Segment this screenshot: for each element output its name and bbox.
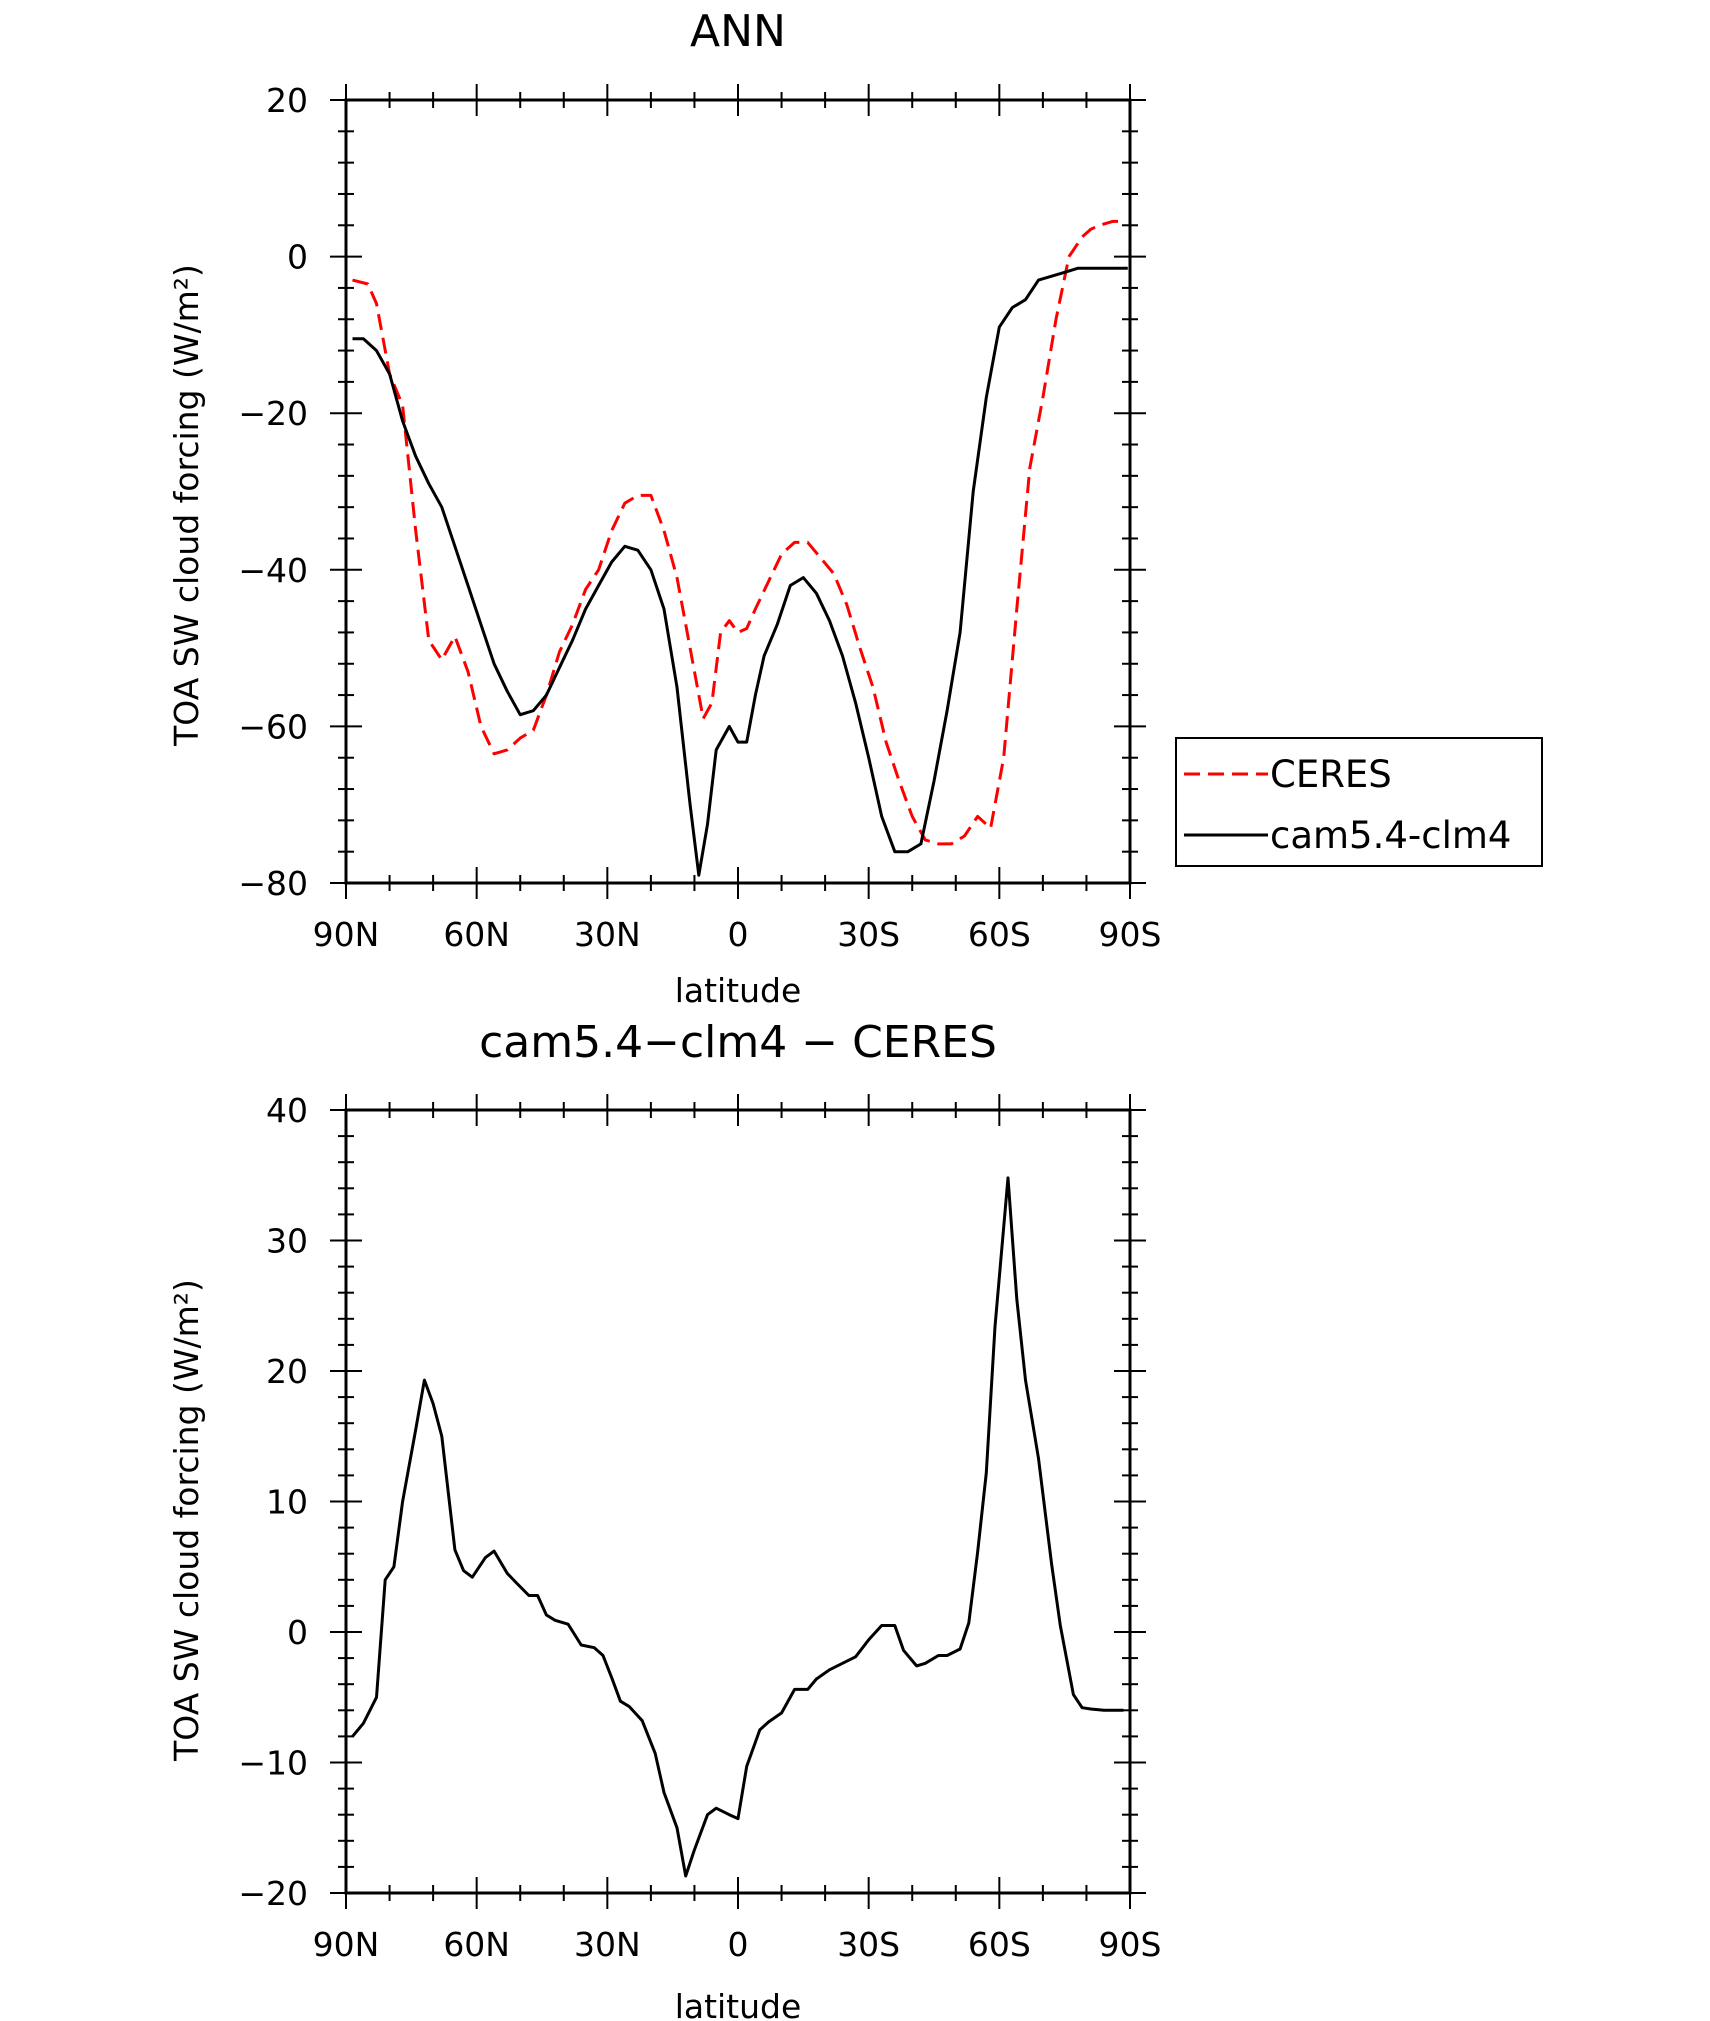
chart-title-top: ANN xyxy=(690,6,786,57)
x-tick-label: 90N xyxy=(313,1925,380,1964)
x-tick-label: 60N xyxy=(443,915,510,954)
y-tick-label: −10 xyxy=(238,1744,308,1783)
y-axis-label-top: TOA SW cloud forcing (W/m²) xyxy=(167,264,206,747)
y-tick-label: −20 xyxy=(238,1874,308,1913)
series-line-difference xyxy=(351,1176,1124,1878)
y-tick-label: 20 xyxy=(266,1352,308,1391)
y-tick-label: −80 xyxy=(238,864,308,903)
y-tick-label: −40 xyxy=(238,551,308,590)
x-tick-label: 90S xyxy=(1099,915,1162,954)
legend-label-ceres: CERES xyxy=(1270,753,1392,796)
y-tick-label: −60 xyxy=(238,707,308,746)
x-tick-label: 30N xyxy=(574,915,641,954)
chart-title-bottom: cam5.4−clm4 − CERES xyxy=(479,1017,997,1068)
legend-label-cam: cam5.4-clm4 xyxy=(1270,814,1511,857)
series-line-ceres xyxy=(352,219,1126,846)
x-tick-label: 30N xyxy=(574,1925,641,1964)
x-tick-label: 90S xyxy=(1099,1925,1162,1964)
x-tick-label: 30S xyxy=(837,1925,900,1964)
legend-box xyxy=(1175,737,1543,867)
x-tick-label: 60S xyxy=(968,915,1031,954)
y-tick-label: 30 xyxy=(266,1222,308,1261)
y-tick-label: 40 xyxy=(266,1091,308,1130)
x-tick-label: 30S xyxy=(837,915,900,954)
y-tick-label: 10 xyxy=(266,1483,308,1522)
x-tick-label: 0 xyxy=(728,915,749,954)
x-tick-label: 60N xyxy=(443,1925,510,1964)
y-tick-label: 0 xyxy=(287,1613,308,1652)
x-axis-label-bottom: latitude xyxy=(675,1987,802,2021)
x-tick-label: 90N xyxy=(313,915,380,954)
y-tick-label: 20 xyxy=(266,81,308,120)
legend: CERES cam5.4-clm4 xyxy=(1175,737,1543,867)
y-axis-label-bottom: TOA SW cloud forcing (W/m²) xyxy=(167,1279,206,1762)
x-tick-label: 0 xyxy=(728,1925,749,1964)
series-line-cam5-4-clm4 xyxy=(352,266,1128,877)
x-tick-label: 60S xyxy=(968,1925,1031,1964)
y-tick-label: −20 xyxy=(238,394,308,433)
x-axis-label-top: latitude xyxy=(675,971,802,1010)
plot-frame-top xyxy=(344,98,1132,885)
y-tick-label: 0 xyxy=(287,238,308,277)
